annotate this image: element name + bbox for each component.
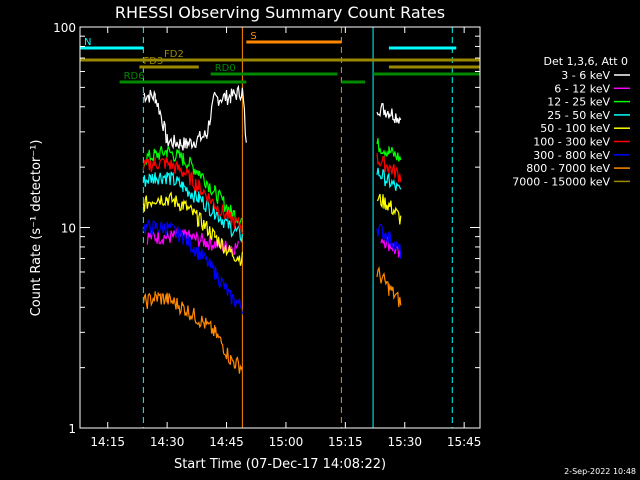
x-tick-label-4: 15:15 xyxy=(328,435,363,449)
chart-title: RHESSI Observing Summary Count Rates xyxy=(115,3,445,22)
flag-label-fd3: FD3 xyxy=(143,56,163,67)
series-line-2 xyxy=(142,138,402,227)
legend-label-5: 100 - 300 keV xyxy=(533,136,610,149)
y-tick-label-2: 100 xyxy=(53,21,76,35)
x-tick-label-0: 14:15 xyxy=(90,435,125,449)
flag-label-fd2: FD2 xyxy=(164,49,184,60)
series-line-3 xyxy=(142,167,402,243)
legend-label-0: 3 - 6 keV xyxy=(561,69,610,82)
flag-label-s: S xyxy=(250,31,256,42)
legend-label-4: 50 - 100 keV xyxy=(540,122,610,135)
y-tick-label-1: 10 xyxy=(61,222,76,236)
flag-label-n: N xyxy=(84,37,91,48)
y-tick-label-0: 1 xyxy=(68,422,76,436)
x-tick-label-6: 15:45 xyxy=(447,435,482,449)
y-axis-label: Count Rate (s⁻¹ detector⁻¹) xyxy=(29,140,44,317)
legend-label-1: 6 - 12 keV xyxy=(554,82,610,95)
legend-label-6: 300 - 800 keV xyxy=(533,149,610,162)
flag-label-rd6: RD6 xyxy=(124,71,145,82)
footer-timestamp: 2-Sep-2022 10:48 xyxy=(564,467,636,476)
series-line-4 xyxy=(142,191,402,266)
x-axis: 14:15 14:30 14:45 15:00 15:15 15:30 15:45 xyxy=(90,27,481,449)
legend-label-2: 12 - 25 keV xyxy=(547,96,610,109)
series-line-7 xyxy=(142,265,402,374)
x-axis-label: Start Time (07-Dec-17 14:08:22) xyxy=(174,457,386,472)
series-line-6 xyxy=(142,219,402,315)
x-tick-label-3: 15:00 xyxy=(269,435,304,449)
legend-label-8: 7000 - 15000 keV xyxy=(512,175,610,188)
x-tick-label-2: 14:45 xyxy=(209,435,244,449)
y-axis: 1 10 100 xyxy=(53,21,480,436)
legend-header: Det 1,3,6, Att 0 xyxy=(544,55,628,68)
series-line-0 xyxy=(142,84,402,151)
x-tick-label-5: 15:30 xyxy=(387,435,422,449)
series-line-5 xyxy=(142,153,402,235)
legend-label-3: 25 - 50 keV xyxy=(547,109,610,122)
legend-label-7: 800 - 7000 keV xyxy=(526,162,610,175)
flag-label-rd0: RD0 xyxy=(215,63,236,74)
x-tick-label-1: 14:30 xyxy=(150,435,185,449)
